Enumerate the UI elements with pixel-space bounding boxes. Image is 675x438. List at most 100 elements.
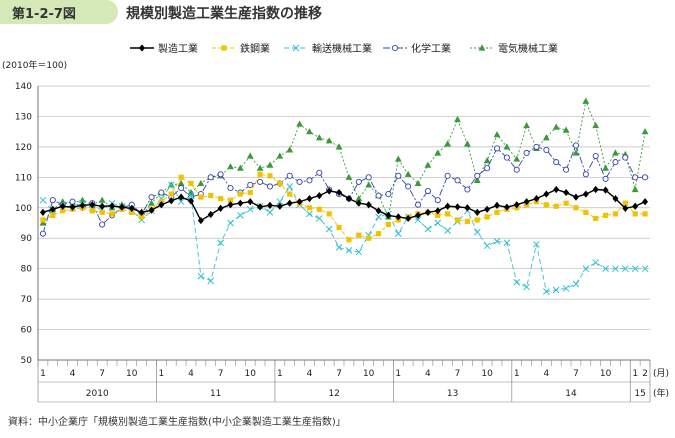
legend-label-1: 鉄鋼業: [240, 42, 270, 55]
series-1-point-56: [593, 215, 599, 222]
series-1-point-21: [247, 189, 253, 196]
legend-marker-3: [391, 44, 399, 52]
x-year-label-1: 11: [210, 389, 221, 399]
series-3-point-45: [484, 165, 491, 172]
series-1-point-14: [178, 174, 184, 180]
series-4-point-51: [542, 134, 550, 141]
series-2-point-27: [306, 210, 313, 218]
x-month-label-19: 10: [600, 369, 612, 379]
series-0-point-48: [513, 201, 520, 209]
series-0-point-53: [563, 188, 570, 197]
series-2-point-56: [592, 259, 600, 266]
series-4-point-47: [503, 143, 511, 150]
series-3-point-27: [306, 177, 313, 184]
series-3-point-26: [296, 178, 303, 185]
series-4-point-40: [434, 149, 442, 156]
series-0-point-13: [168, 197, 175, 205]
series-4-point-58: [612, 149, 619, 156]
series-4-point-24: [276, 152, 284, 159]
series-2-point-51: [543, 288, 550, 295]
series-4-point-20: [236, 164, 244, 171]
series-3-point-55: [582, 171, 589, 178]
series-1-point-10: [139, 214, 145, 220]
series-3-point-11: [148, 194, 155, 201]
series-2-point-20: [237, 212, 244, 219]
series-0-point-15: [188, 197, 194, 205]
series-0-point-19: [227, 201, 234, 209]
series-2-point-39: [424, 225, 432, 233]
series-4-point-39: [424, 161, 432, 168]
series-1-point-53: [563, 200, 569, 206]
series-0-point-18: [217, 204, 224, 212]
series-2-point-18: [217, 239, 224, 247]
series-4-point-53: [562, 126, 570, 133]
series-1-point-42: [454, 217, 461, 223]
series-0-point-22: [257, 203, 264, 211]
series-0-point-34: [375, 207, 382, 215]
series-2-point-36: [394, 230, 402, 238]
series-3-point-18: [217, 171, 224, 178]
series-4-point-45: [483, 156, 491, 164]
x-month-label-13: 4: [425, 369, 431, 379]
x-month-label-2: 7: [99, 369, 105, 379]
legend-marker-2: [292, 44, 300, 52]
series-1-point-17: [208, 193, 214, 199]
legend-label-2: 輸送機械工業: [312, 42, 372, 55]
x-month-label-4: 1: [159, 369, 165, 379]
series-4-point-11: [148, 199, 155, 206]
x-year-label-4: 14: [565, 389, 577, 399]
series-3-point-21: [247, 181, 254, 188]
series-0-point-46: [494, 201, 500, 209]
series-4-point-30: [335, 143, 343, 150]
series-1-point-28: [316, 206, 322, 212]
series-3-point-6: [99, 221, 106, 228]
series-0-point-0: [39, 208, 46, 216]
series-2-point-41: [444, 227, 451, 234]
series-2-point-59: [621, 265, 629, 273]
series-2-point-52: [552, 286, 560, 294]
figure-title: 規模別製造工業生産指数の推移: [126, 6, 322, 22]
series-3-point-40: [434, 197, 441, 204]
series-3-point-60: [632, 174, 639, 181]
series-2-point-61: [641, 265, 649, 273]
series-3-point-0: [39, 230, 46, 237]
x-month-label-16: 1: [514, 369, 520, 379]
x-month-label-12: 1: [395, 369, 401, 379]
series-0-point-59: [622, 204, 629, 212]
series-0-point-45: [484, 205, 491, 213]
x-month-label-7: 10: [244, 369, 256, 379]
series-2-point-48: [513, 279, 521, 286]
series-0-point-35: [385, 211, 392, 219]
x-month-label-8: 1: [277, 369, 283, 379]
series-line-1: [42, 173, 646, 241]
series-1-point-25: [287, 191, 293, 197]
series-1-point-30: [336, 224, 342, 231]
series-0-point-37: [405, 214, 412, 223]
series-0-point-40: [434, 207, 441, 215]
series-3-point-17: [207, 174, 214, 181]
series-4-point-42: [454, 115, 461, 123]
series-1-point-57: [602, 212, 609, 218]
series-3-point-22: [257, 178, 264, 185]
x-month-label-0: 1: [40, 369, 46, 379]
series-0-point-3: [69, 203, 76, 211]
series-1-point-19: [227, 197, 234, 203]
series-1-point-7: [109, 211, 115, 217]
series-3-point-54: [572, 142, 580, 149]
series-4-point-48: [513, 155, 521, 162]
x-month-label-6: 7: [218, 369, 224, 379]
series-2-point-19: [227, 219, 234, 227]
series-4-point-33: [365, 181, 373, 188]
series-1-point-41: [445, 211, 451, 217]
x-month-label-11: 10: [363, 369, 375, 379]
series-1-point-16: [198, 194, 204, 200]
series-0-point-14: [178, 193, 185, 201]
series-2-point-38: [414, 216, 422, 224]
series-1-point-20: [237, 191, 243, 197]
series-0-point-20: [237, 199, 244, 207]
series-1-point-54: [573, 205, 579, 211]
series-4-point-6: [98, 196, 106, 203]
series-2-point-32: [355, 248, 363, 256]
series-0-point-51: [543, 190, 550, 198]
series-4-point-32: [355, 195, 363, 202]
